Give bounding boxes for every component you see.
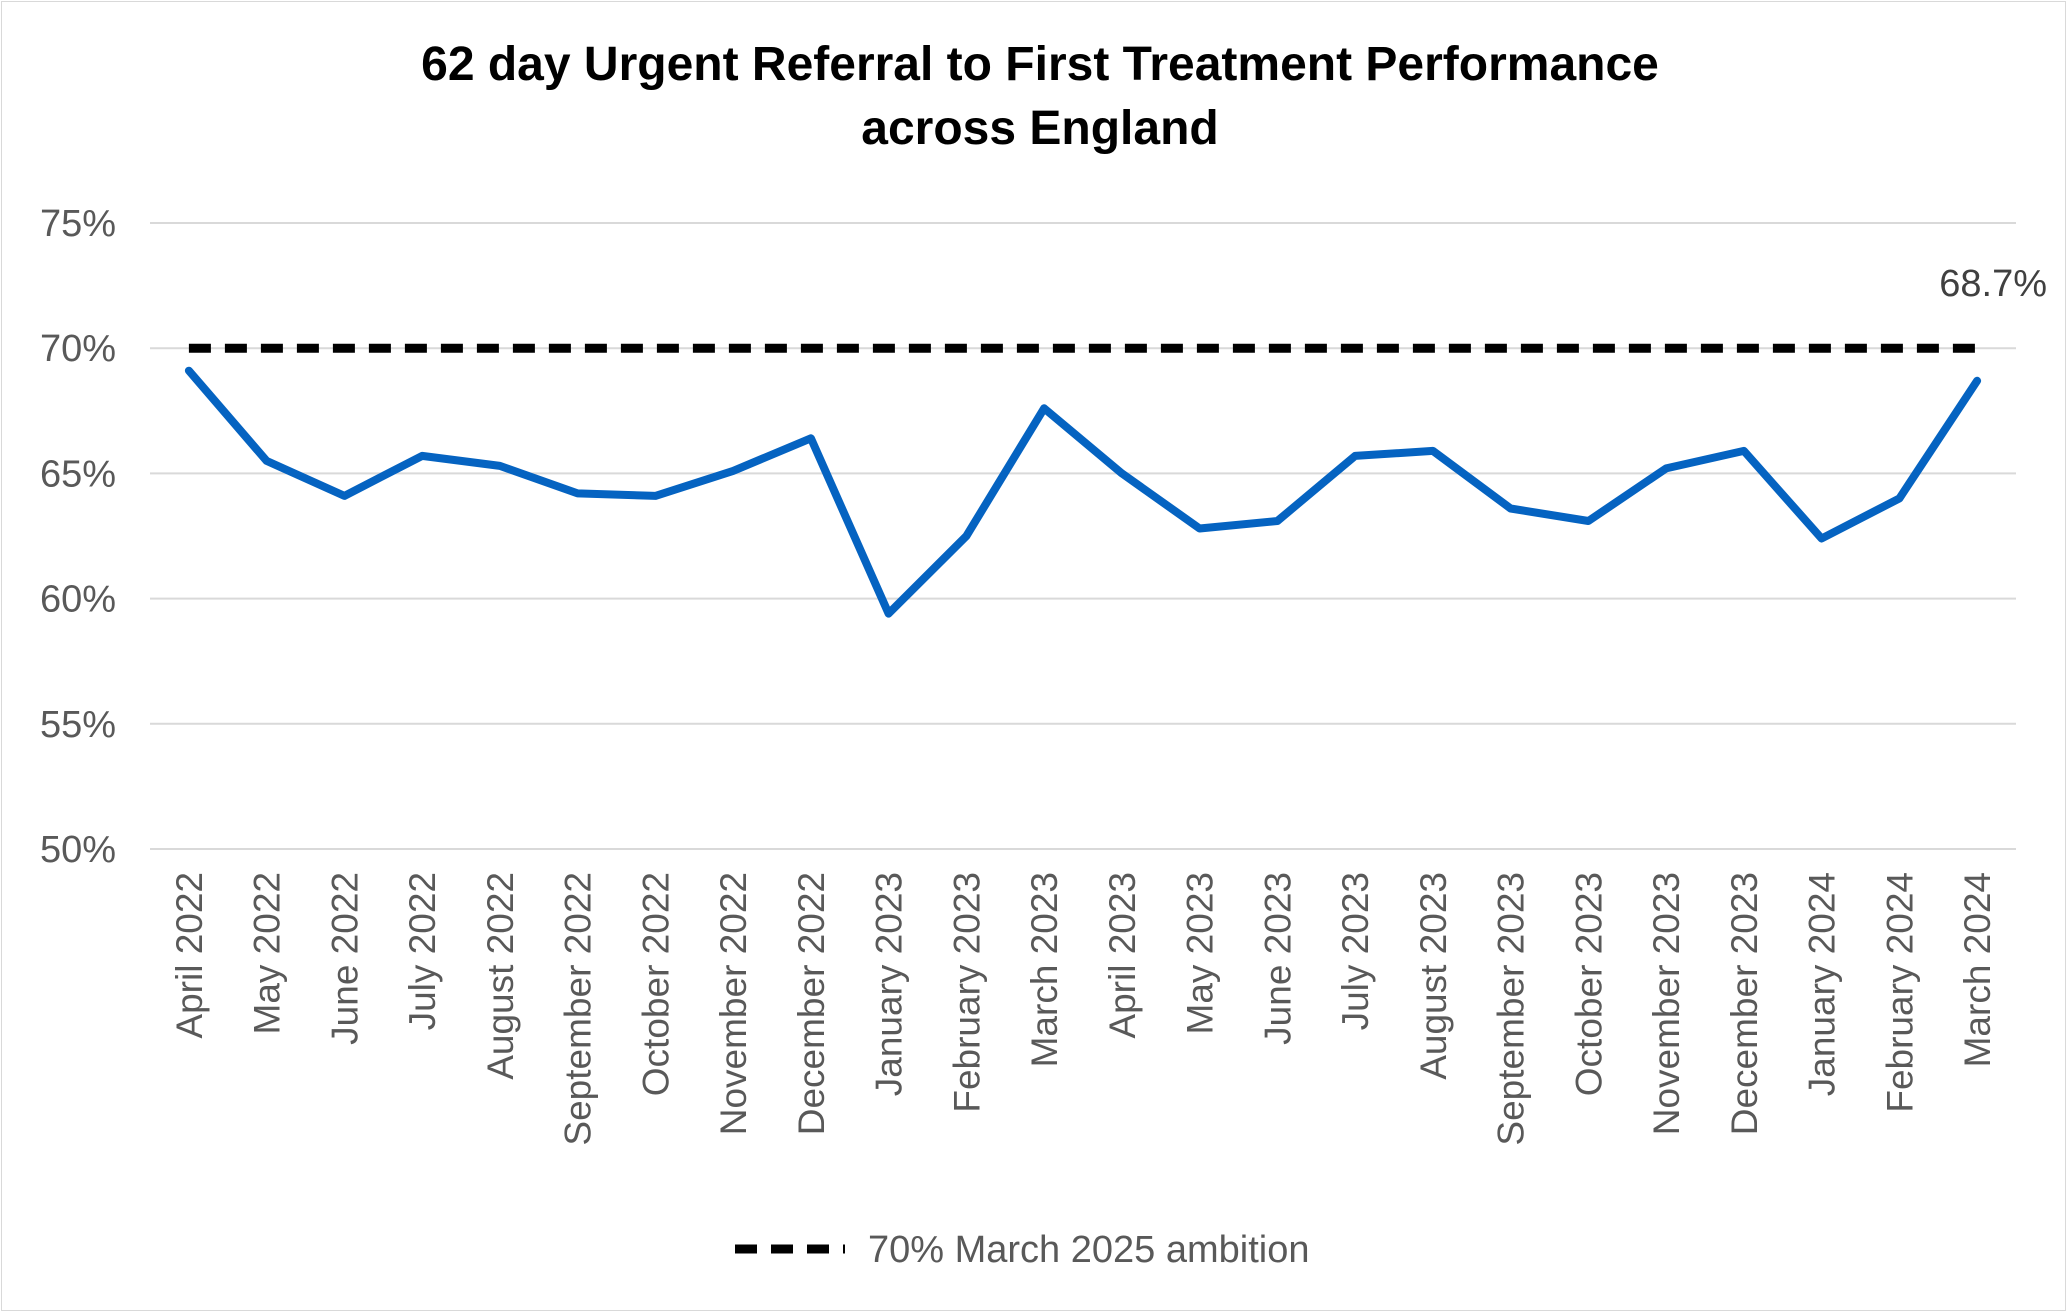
x-tick-label: October 2023 [1568, 872, 1609, 1096]
x-axis-tick-labels: April 2022 May 2022 June 2022 July 2022 Augu… [169, 872, 1998, 1146]
y-tick-label: 55% [40, 704, 116, 746]
x-tick-label: April 2022 [169, 872, 210, 1039]
y-tick-label: 50% [40, 829, 116, 871]
x-tick-label: May 2023 [1180, 872, 1221, 1035]
data-labels: 68.7% [1939, 263, 2047, 305]
series-lines [184, 343, 1982, 618]
series-line-performance [184, 366, 1982, 618]
x-tick-label: January 2024 [1802, 872, 1843, 1096]
y-tick-label: 75% [40, 203, 116, 245]
x-tick-label: June 2023 [1257, 872, 1298, 1045]
x-tick-label: January 2023 [869, 872, 910, 1096]
x-tick-label: May 2022 [247, 872, 288, 1035]
x-tick-label: August 2023 [1413, 872, 1454, 1080]
x-tick-label: December 2023 [1724, 872, 1765, 1135]
x-tick-label: September 2022 [558, 872, 599, 1146]
x-tick-label: March 2024 [1957, 872, 1998, 1067]
y-tick-label: 65% [40, 453, 116, 495]
y-axis-tick-labels: 50% 55% 60% 65% 70% 75% [40, 203, 116, 871]
data-label: 68.7% [1939, 263, 2047, 305]
x-tick-label: June 2022 [324, 872, 365, 1045]
y-tick-label: 70% [40, 328, 116, 370]
x-tick-label: March 2023 [1024, 872, 1065, 1067]
y-tick-label: 60% [40, 579, 116, 621]
x-tick-label: September 2023 [1491, 872, 1532, 1146]
legend: 70% March 2025 ambition [735, 1229, 1309, 1271]
chart-title-line-2: across England [861, 102, 1218, 155]
chart-title-line-1: 62 day Urgent Referral to First Treatmen… [421, 38, 1659, 91]
x-tick-label: February 2023 [946, 872, 987, 1113]
gridlines [150, 222, 2016, 850]
x-tick-label: July 2023 [1335, 872, 1376, 1030]
x-tick-label: April 2023 [1102, 872, 1143, 1039]
x-tick-label: October 2022 [635, 872, 676, 1096]
x-tick-label: July 2022 [402, 872, 443, 1030]
x-tick-label: August 2022 [480, 872, 521, 1080]
x-tick-label: February 2024 [1879, 872, 1920, 1113]
legend-label: 70% March 2025 ambition [868, 1229, 1309, 1271]
x-tick-label: November 2022 [713, 872, 754, 1135]
x-tick-label: November 2023 [1646, 872, 1687, 1135]
x-tick-label: December 2022 [791, 872, 832, 1135]
